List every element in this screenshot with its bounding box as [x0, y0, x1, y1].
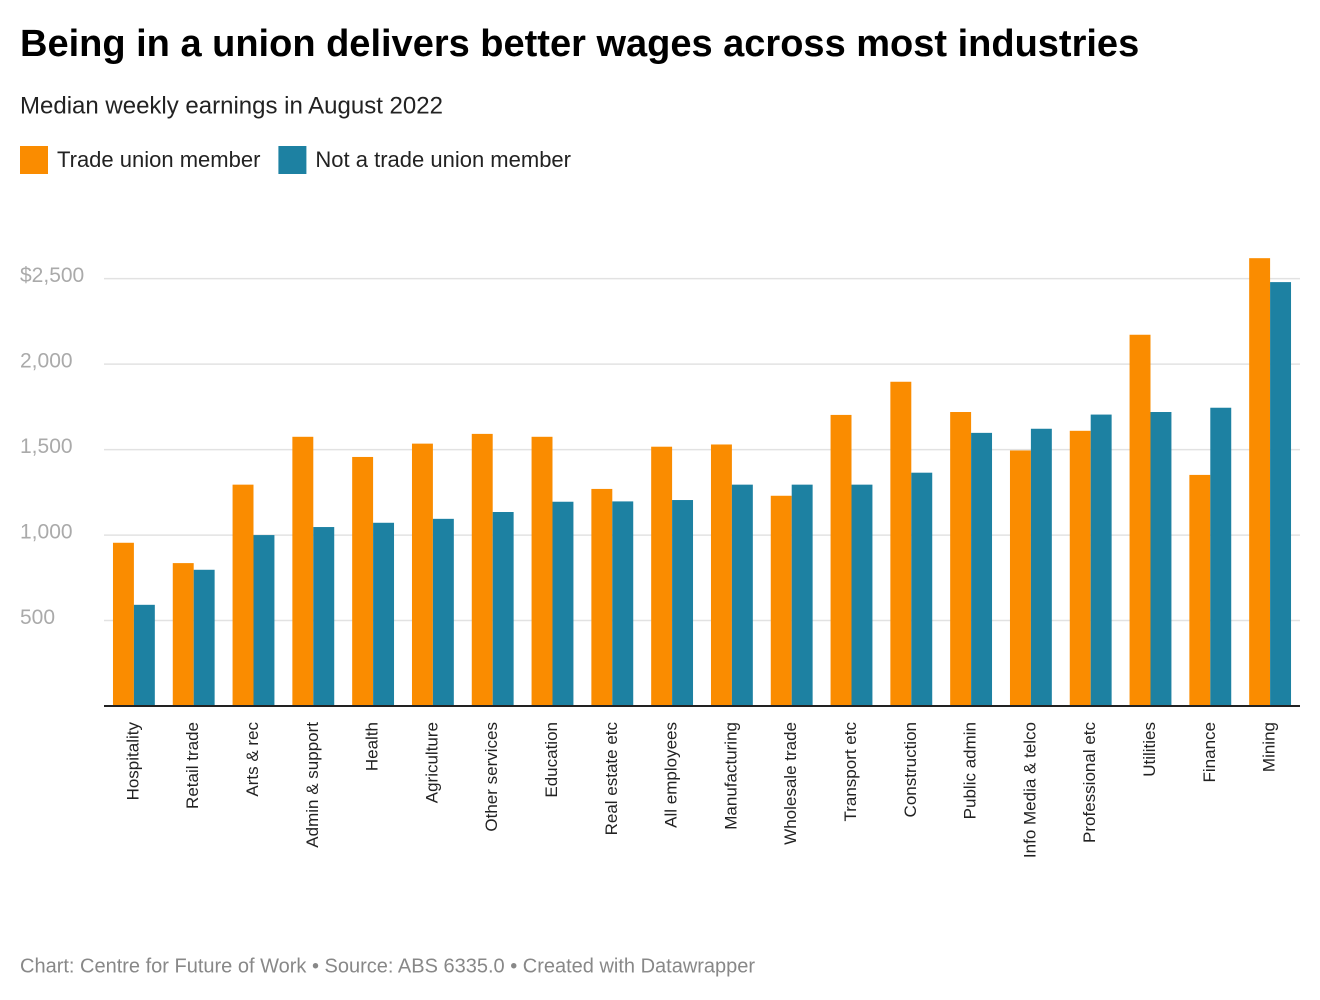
x-tick-label: All employees [662, 722, 681, 828]
bar [492, 511, 514, 706]
bar [591, 488, 613, 706]
chart-subtitle: Median weekly earnings in August 2022 [20, 92, 443, 119]
y-tick-label: $2,500 [20, 264, 84, 287]
x-tick-label: Arts & rec [243, 722, 262, 797]
x-tick-label: Transport etc [841, 722, 860, 822]
bar [531, 436, 553, 706]
y-tick-label: 2,000 [20, 350, 73, 373]
bar [911, 472, 933, 706]
bar [612, 501, 634, 706]
bar [672, 500, 694, 706]
bar [1129, 334, 1151, 706]
x-tick-label: Mining [1260, 722, 1279, 772]
y-tick-label: 1,000 [20, 521, 73, 544]
x-tick-label: Construction [901, 722, 920, 817]
bar [193, 569, 215, 706]
legend-label: Not a trade union member [315, 147, 571, 172]
bar [552, 501, 574, 706]
bar [1249, 258, 1271, 706]
footer: Chart: Centre for Future of Work • Sourc… [20, 955, 755, 977]
bar [731, 484, 753, 706]
bar [1069, 430, 1091, 706]
legend-swatch [20, 146, 48, 174]
bar [950, 412, 972, 706]
x-tick-label: Retail trade [183, 722, 202, 809]
legend-swatch [278, 146, 307, 174]
bar [112, 542, 134, 706]
bar [890, 381, 912, 706]
bar [1009, 450, 1031, 706]
bar [651, 446, 673, 706]
chart-title: Being in a union delivers better wages a… [20, 23, 1139, 65]
bar [253, 535, 275, 706]
bar [411, 443, 433, 706]
bar [971, 432, 993, 706]
bar [292, 436, 314, 706]
x-tick-label: Professional etc [1080, 722, 1099, 843]
bar [830, 414, 852, 706]
bar [770, 495, 792, 706]
bar [432, 518, 454, 706]
x-tick-label: Hospitality [123, 722, 142, 801]
x-tick-label: Utilities [1140, 722, 1159, 777]
legend-label: Trade union member [57, 147, 260, 172]
x-tick-label: Other services [482, 722, 501, 832]
bar [1090, 414, 1112, 706]
y-tick-label: 500 [20, 606, 55, 629]
x-tick-label: Info Media & telco [1020, 722, 1039, 858]
bar [1189, 474, 1211, 706]
bar [710, 444, 732, 706]
x-tick-label: Manufacturing [721, 722, 740, 830]
x-tick-label: Health [363, 722, 382, 771]
bar [232, 484, 254, 706]
bar [471, 433, 493, 706]
bar [352, 456, 374, 706]
bar [373, 522, 395, 706]
y-tick-label: 1,500 [20, 435, 73, 458]
x-tick-label: Real estate etc [602, 722, 621, 836]
x-tick-label: Education [542, 722, 561, 798]
bar [133, 604, 155, 706]
bar [1150, 412, 1172, 706]
bar [1210, 407, 1232, 706]
x-tick-label: Admin & support [303, 722, 322, 848]
bar [1030, 428, 1052, 706]
x-tick-label: Agriculture [422, 722, 441, 803]
bar [791, 484, 813, 706]
bar [313, 527, 335, 706]
x-tick-label: Finance [1200, 722, 1219, 782]
bar [1270, 282, 1292, 706]
x-tick-label: Wholesale trade [781, 722, 800, 845]
bar [851, 484, 873, 706]
x-tick-label: Public admin [961, 722, 980, 819]
bar [172, 563, 194, 706]
